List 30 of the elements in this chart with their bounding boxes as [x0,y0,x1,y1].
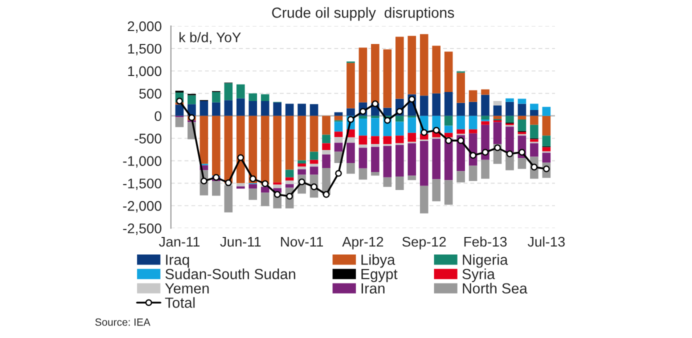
legend-label: Sudan-South Sudan [165,268,296,280]
x-tick-label: Jun-11 [220,236,261,247]
y-tick-label: 2,000 [128,21,162,33]
x-tick-label: Sep-12 [402,236,446,250]
legend-label: Total [165,297,195,308]
chart-title: Crude oil supply disruptions [272,7,454,21]
legend-label: North Sea [462,282,528,294]
y-tick-label: -500 [134,134,162,144]
y-tick-label: -1,000 [123,156,162,168]
legend-label: Yemen [165,283,209,294]
y-tick-label: 1,500 [128,44,162,56]
legend-label: Egypt [361,269,398,282]
x-tick-label: Feb-13 [464,236,507,247]
legend-label: Libya [361,254,396,268]
legend-label: Iran [362,283,384,294]
y-tick-label: -2,000 [123,201,162,212]
y-tick-label: 0 [154,111,162,122]
y-tick-label: -1,500 [123,178,162,190]
x-tick-label: Jul-13 [528,236,565,247]
legend-label: Nigeria [462,254,508,268]
y-tick-label: 500 [139,88,162,99]
x-tick-label: Jan-11 [158,236,200,247]
x-tick-label: Nov-11 [281,236,323,247]
y-tick-label: -2,500 [123,223,162,235]
y-axis-title: k b/d, YoY [180,32,241,44]
y-tick-label: 1,000 [128,66,162,78]
legend-label: Syria [462,268,495,282]
x-tick-label: Apr-12 [342,236,384,250]
source-note: Source: IEA [95,318,150,326]
legend-label: Iraq [166,254,189,268]
